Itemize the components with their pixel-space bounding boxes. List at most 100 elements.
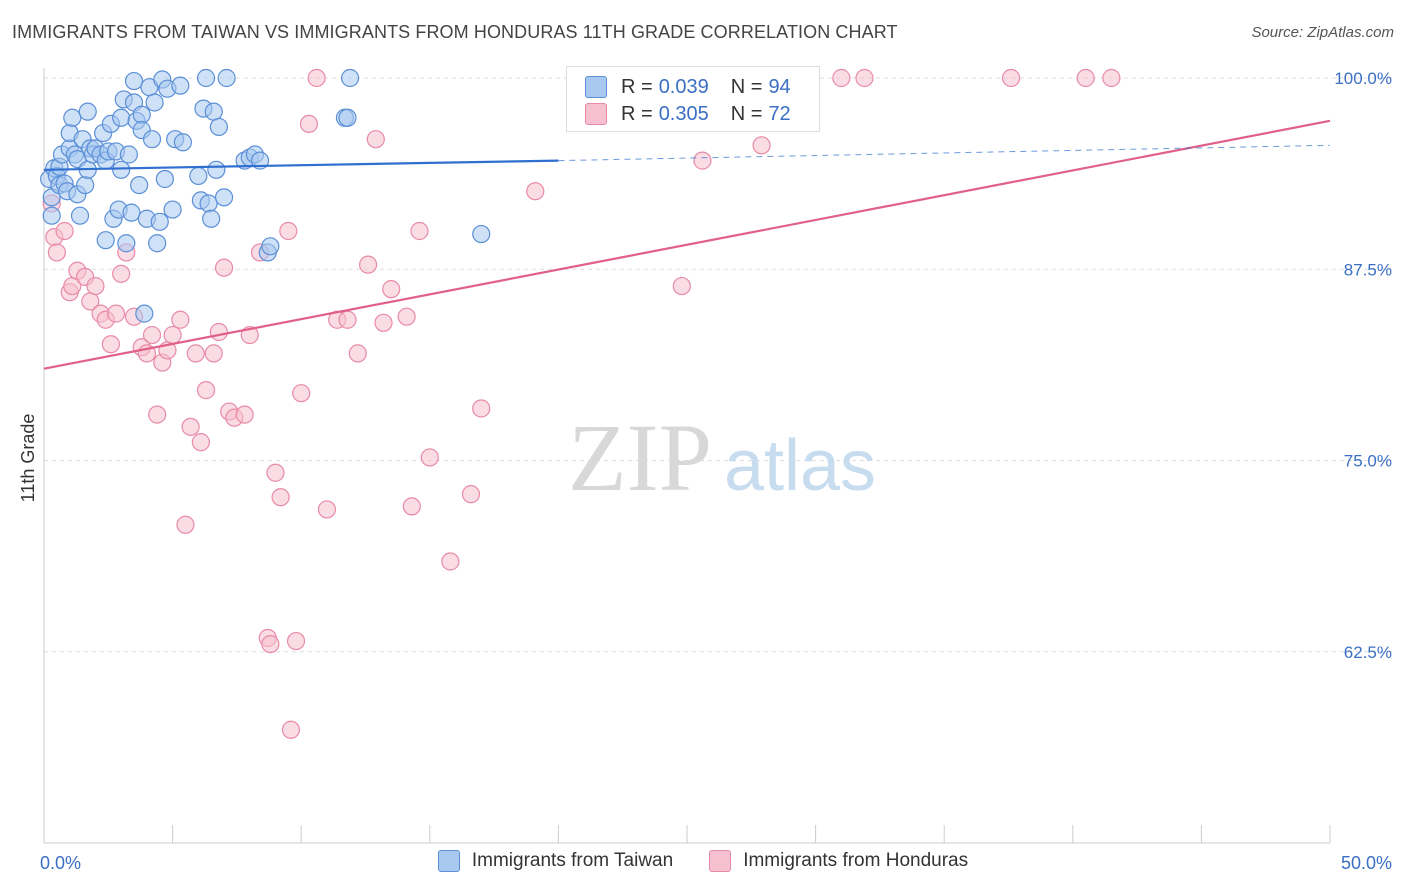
data-point-taiwan: [132, 105, 151, 124]
data-point-honduras: [142, 325, 162, 345]
data-point-honduras: [1102, 68, 1121, 88]
data-point-taiwan: [155, 169, 174, 189]
data-point-honduras: [261, 634, 280, 654]
data-point-honduras: [441, 552, 460, 571]
data-point-taiwan: [78, 102, 97, 121]
data-point-honduras: [461, 485, 481, 504]
x-tick-label: 50.0%: [1341, 853, 1392, 873]
data-point-taiwan: [42, 206, 61, 225]
data-point-honduras: [266, 463, 285, 482]
watermark: ZIP atlas: [568, 404, 876, 511]
data-point-honduras: [1076, 68, 1095, 88]
legend-row-honduras: R = 0.305 N = 72: [585, 101, 791, 127]
data-point-honduras: [472, 399, 491, 418]
data-point-honduras: [47, 243, 66, 262]
trend-line-taiwan-extension: [558, 144, 1331, 162]
legend-swatch-honduras: [585, 103, 607, 125]
data-point-taiwan: [338, 108, 357, 127]
data-point-honduras: [86, 276, 105, 296]
data-point-honduras: [526, 182, 545, 201]
data-point-taiwan: [63, 108, 82, 127]
watermark-zip: ZIP: [568, 404, 712, 511]
data-point-taiwan: [117, 234, 136, 253]
legend-swatch-honduras: [709, 850, 732, 872]
chart-title: IMMIGRANTS FROM TAIWAN VS IMMIGRANTS FRO…: [12, 22, 898, 42]
legend-n-label: N =: [730, 102, 763, 125]
data-point-honduras: [752, 136, 771, 155]
data-point-honduras: [55, 221, 74, 241]
data-point-taiwan: [204, 102, 223, 121]
data-point-honduras: [196, 381, 216, 400]
data-point-honduras: [420, 448, 439, 467]
y-tick-label: 62.5%: [1344, 643, 1392, 662]
legend-n-value-taiwan: 94: [768, 75, 791, 98]
data-point-honduras: [338, 310, 357, 329]
data-point-honduras: [186, 344, 205, 363]
legend-row-taiwan: R = 0.039 N = 94: [585, 74, 791, 100]
data-point-taiwan: [70, 206, 90, 225]
legend-swatch-taiwan: [585, 76, 607, 98]
trend-line-honduras: [43, 119, 1331, 370]
data-point-honduras: [281, 720, 301, 739]
data-point-taiwan: [261, 237, 280, 256]
legend-n-value-honduras: 72: [768, 102, 791, 125]
data-point-taiwan: [145, 93, 164, 112]
data-point-taiwan: [135, 304, 154, 323]
data-point-honduras: [171, 310, 190, 329]
data-point-honduras: [693, 151, 712, 170]
data-point-honduras: [112, 264, 131, 283]
data-point-honduras: [148, 405, 167, 424]
legend-r-value-honduras: 0.305: [658, 102, 709, 125]
data-point-honduras: [348, 344, 367, 363]
trend-lines: [43, 119, 1331, 370]
legend-item-honduras[interactable]: Immigrants from Honduras: [709, 850, 968, 872]
data-point-honduras: [382, 280, 401, 299]
data-point-honduras: [299, 114, 319, 134]
data-point-taiwan: [122, 203, 141, 222]
data-point-honduras: [317, 500, 337, 519]
y-tick-label: 100.0%: [1334, 69, 1392, 88]
data-point-honduras: [374, 313, 393, 332]
data-point-taiwan: [340, 68, 360, 88]
data-point-honduras: [292, 384, 311, 403]
data-point-honduras: [176, 515, 195, 534]
data-point-taiwan: [171, 76, 190, 95]
data-point-honduras: [1001, 68, 1021, 88]
data-point-taiwan: [217, 68, 236, 88]
data-point-taiwan: [112, 160, 131, 179]
legend-item-taiwan[interactable]: Immigrants from Taiwan: [437, 850, 673, 872]
data-point-taiwan: [96, 231, 115, 250]
data-point-honduras: [214, 258, 234, 277]
data-point-taiwan: [130, 176, 149, 195]
watermark-atlas: atlas: [724, 426, 876, 506]
data-point-taiwan: [148, 234, 167, 253]
series-legend: Immigrants from Taiwan Immigrants from H…: [0, 850, 1406, 872]
data-point-honduras: [163, 325, 182, 345]
source-credit: Source: ZipAtlas.com: [1251, 24, 1394, 41]
data-point-honduras: [397, 307, 416, 326]
correlation-legend: R = 0.039 N = 94 R = 0.305 N = 72: [566, 66, 820, 132]
data-point-taiwan: [119, 145, 138, 164]
data-point-taiwan: [163, 200, 182, 219]
trend-line-taiwan: [43, 159, 559, 171]
legend-r-value-taiwan: 0.039: [658, 75, 709, 98]
data-point-taiwan: [207, 160, 226, 179]
data-point-taiwan: [124, 71, 144, 91]
data-point-honduras: [271, 488, 290, 507]
data-point-honduras: [181, 417, 200, 436]
data-point-honduras: [209, 322, 228, 342]
axis-labels: 62.5% 75.0% 87.5% 100.0% 0.0% 50.0% 11th Grade: [18, 69, 1392, 873]
data-point-taiwan: [150, 212, 169, 231]
data-point-taiwan: [76, 176, 95, 195]
y-axis-title: 11th Grade: [18, 414, 38, 503]
legend-r-label: R =: [621, 102, 653, 125]
data-point-honduras: [410, 221, 429, 241]
y-tick-label: 75.0%: [1344, 452, 1392, 471]
data-point-honduras: [366, 130, 385, 149]
data-point-taiwan: [196, 68, 216, 88]
data-point-honduras: [672, 276, 691, 296]
data-point-honduras: [191, 433, 210, 452]
data-point-honduras: [307, 68, 326, 88]
data-point-taiwan: [214, 188, 234, 207]
